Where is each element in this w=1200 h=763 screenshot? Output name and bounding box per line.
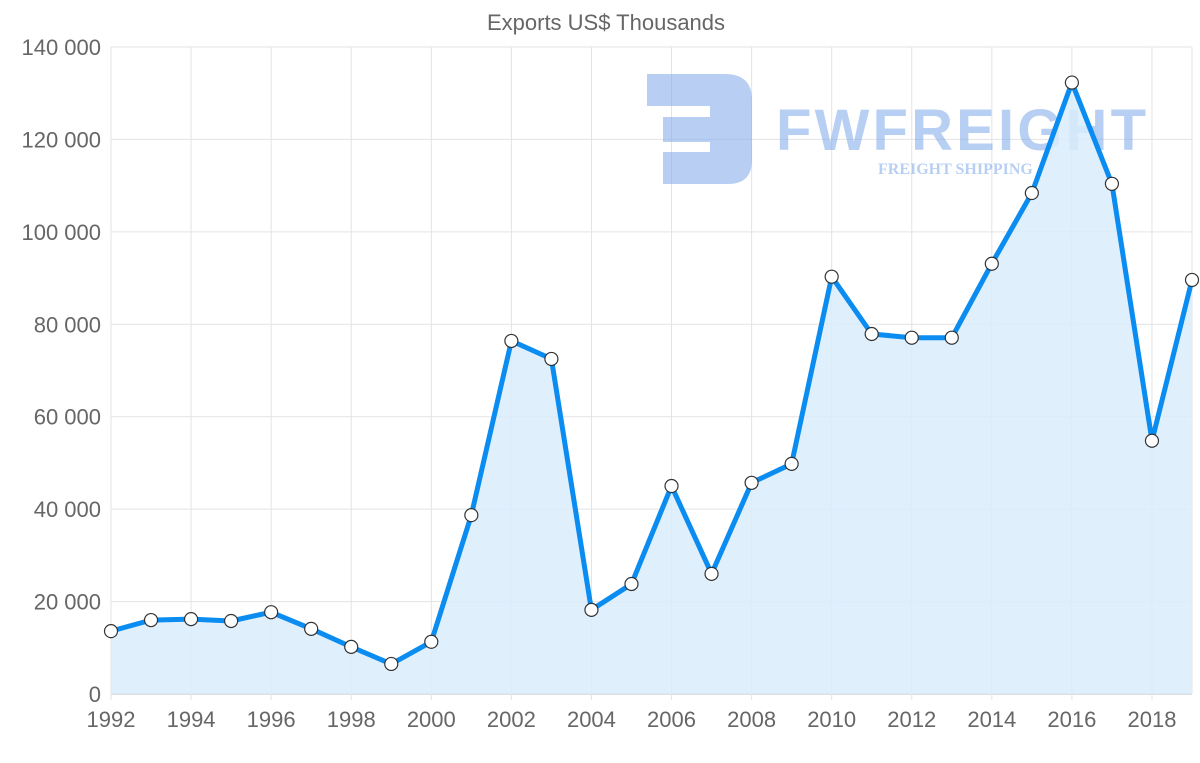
x-axis-ticks: 1992 1994 1996 1998 2000 2002 2004 2006 2008 2010… (87, 707, 1177, 732)
x-tick-label: 1998 (327, 707, 376, 732)
chart-title: Exports US$ Thousands (487, 10, 725, 35)
x-tick-label: 1996 (247, 707, 296, 732)
watermark-tagline: FREIGHT SHIPPING (878, 161, 1033, 178)
data-point[interactable] (904, 330, 919, 345)
data-point[interactable] (384, 656, 399, 672)
x-tick-label: 2004 (567, 707, 616, 732)
x-tick-label: 2000 (407, 707, 456, 732)
data-point[interactable] (984, 256, 999, 271)
data-point[interactable] (664, 478, 679, 494)
data-point[interactable] (424, 634, 439, 649)
data-point[interactable] (344, 639, 359, 654)
y-tick-label: 140 000 (21, 35, 101, 60)
y-tick-label: 100 000 (21, 220, 101, 245)
data-point[interactable] (784, 456, 799, 471)
y-tick-label: 40 000 (34, 497, 101, 522)
data-point[interactable] (944, 330, 959, 345)
data-point[interactable] (584, 602, 599, 617)
data-points (103, 75, 1200, 672)
data-point[interactable] (544, 351, 559, 367)
data-point[interactable] (224, 613, 239, 629)
series-line (110, 80, 1195, 667)
x-tick-label: 1992 (87, 707, 136, 732)
y-tick-label: 0 (89, 682, 101, 707)
data-point[interactable] (1064, 75, 1079, 90)
data-point[interactable] (103, 624, 119, 639)
data-point[interactable] (744, 475, 759, 490)
data-point[interactable] (464, 508, 479, 523)
y-tick-label: 80 000 (34, 312, 101, 337)
y-tick-label: 20 000 (34, 590, 101, 615)
data-point[interactable] (824, 269, 839, 284)
x-tick-label: 2002 (487, 707, 536, 732)
data-point[interactable] (1144, 433, 1160, 448)
x-tick-label: 1994 (167, 707, 216, 732)
data-point[interactable] (1024, 185, 1039, 201)
data-point[interactable] (1184, 272, 1200, 288)
y-tick-label: 120 000 (21, 127, 101, 152)
area-fill (111, 82, 1192, 695)
y-axis-ticks: 0 20 000 40 000 60 000 80 000 100 000 120 000 1… (21, 35, 101, 707)
x-tick-label: 2018 (1127, 707, 1176, 732)
data-point[interactable] (704, 566, 719, 581)
x-tick-label: 2016 (1047, 707, 1096, 732)
data-point[interactable] (864, 326, 879, 342)
x-tick-label: 2008 (727, 707, 776, 732)
data-point[interactable] (504, 333, 519, 349)
y-tick-label: 60 000 (34, 405, 101, 430)
x-tick-label: 2010 (807, 707, 856, 732)
x-tick-label: 2014 (967, 707, 1016, 732)
data-point[interactable] (183, 612, 199, 627)
data-point[interactable] (304, 621, 319, 636)
data-point[interactable] (264, 605, 279, 620)
data-point[interactable] (1104, 176, 1120, 191)
x-tick-label: 2012 (887, 707, 936, 732)
x-tick-label: 2006 (647, 707, 696, 732)
data-point[interactable] (143, 612, 159, 628)
data-point[interactable] (624, 576, 639, 592)
